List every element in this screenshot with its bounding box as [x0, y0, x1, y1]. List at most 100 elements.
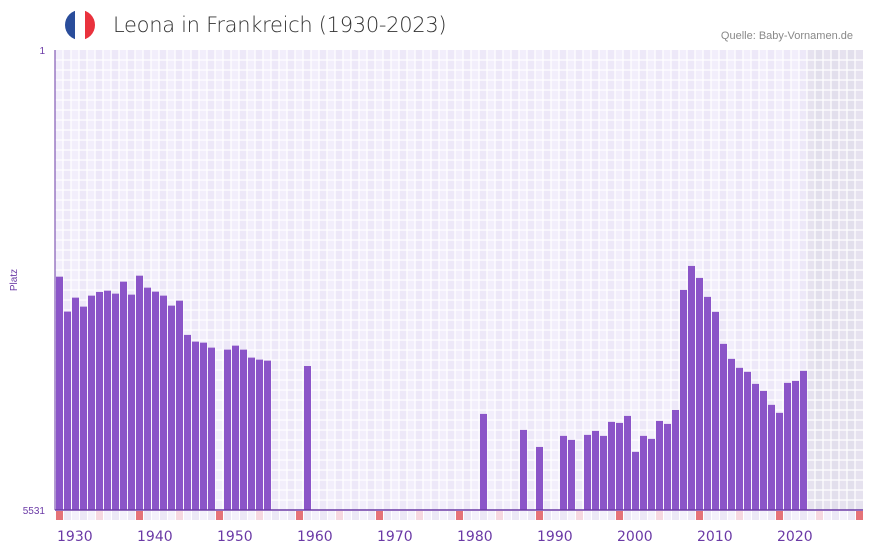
bar-2003: [640, 435, 647, 510]
bar-2016: [744, 371, 751, 510]
year-marker: [472, 511, 479, 520]
year-marker: [552, 511, 559, 520]
year-marker: [88, 511, 95, 520]
bar-2007: [672, 409, 679, 510]
bar-2011: [704, 296, 711, 510]
year-marker: [280, 511, 287, 520]
year-marker: [336, 511, 343, 520]
year-marker: [656, 511, 663, 520]
year-marker: [184, 511, 191, 520]
year-marker: [392, 511, 399, 520]
year-marker: [808, 511, 815, 520]
year-marker: [688, 511, 695, 520]
year-marker: [344, 511, 351, 520]
bar-1948: [200, 342, 207, 510]
year-marker: [496, 511, 503, 520]
year-marker: [416, 511, 423, 520]
bar-2023: [800, 370, 807, 510]
x-tick-label: 2000: [617, 529, 653, 545]
year-marker: [528, 511, 535, 520]
bar-2019: [768, 404, 775, 510]
year-marker: [64, 511, 71, 520]
year-marker: [400, 511, 407, 520]
year-marker: [288, 511, 295, 520]
bar-2014: [728, 358, 735, 510]
year-marker: [424, 511, 431, 520]
year-marker: [720, 511, 727, 520]
year-marker: [544, 511, 551, 520]
bar-2008: [680, 289, 687, 510]
year-marker: [168, 511, 175, 520]
year-marker: [352, 511, 359, 520]
year-marker: [128, 511, 135, 520]
year-marker: [536, 511, 543, 520]
year-marker: [72, 511, 79, 520]
year-marker: [840, 511, 847, 520]
year-marker: [368, 511, 375, 520]
year-marker: [376, 511, 383, 520]
y-tick-label: 1: [39, 46, 45, 57]
x-tick-label: 1960: [297, 529, 333, 545]
y-axis-label: Platz: [9, 269, 20, 291]
bar-1997: [592, 430, 599, 510]
year-marker: [504, 511, 511, 520]
bar-2020: [776, 412, 783, 510]
year-marker: [264, 511, 271, 520]
x-tick-label: 1950: [217, 529, 253, 545]
bar-1947: [192, 341, 199, 510]
year-marker: [112, 511, 119, 520]
bar-1983: [480, 413, 487, 510]
bar-1994: [568, 439, 575, 510]
year-marker: [208, 511, 215, 520]
bar-2021: [784, 382, 791, 510]
year-marker: [136, 511, 143, 520]
x-tick-label: 1970: [377, 529, 413, 545]
year-marker: [56, 511, 63, 520]
year-marker: [480, 511, 487, 520]
bar-1951: [224, 349, 231, 510]
year-marker: [256, 511, 263, 520]
year-marker: [584, 511, 591, 520]
year-marker: [320, 511, 327, 520]
year-marker: [272, 511, 279, 520]
chart-title: Leona in Frankreich (1930-2023): [113, 13, 447, 37]
year-marker: [632, 511, 639, 520]
year-marker: [664, 511, 671, 520]
year-marker: [80, 511, 87, 520]
bar-1945: [176, 300, 183, 510]
bar-1938: [120, 281, 127, 510]
year-marker: [464, 511, 471, 520]
bar-2012: [712, 311, 719, 510]
year-marker: [824, 511, 831, 520]
bar-1934: [88, 295, 95, 510]
bar-1932: [72, 297, 79, 510]
year-marker: [512, 511, 519, 520]
year-marker: [360, 511, 367, 520]
bar-1944: [168, 305, 175, 510]
year-marker: [680, 511, 687, 520]
bar-2018: [760, 390, 767, 510]
year-marker: [304, 511, 311, 520]
year-marker: [600, 511, 607, 520]
year-marker: [592, 511, 599, 520]
year-marker: [144, 511, 151, 520]
year-marker: [624, 511, 631, 520]
bar-2006: [664, 423, 671, 510]
year-marker: [832, 511, 839, 520]
year-marker: [616, 511, 623, 520]
year-marker: [296, 511, 303, 520]
year-marker: [728, 511, 735, 520]
year-marker: [224, 511, 231, 520]
year-marker: [160, 511, 167, 520]
year-marker: [216, 511, 223, 520]
bar-2002: [632, 451, 639, 510]
year-marker: [312, 511, 319, 520]
bar-1952: [232, 345, 239, 510]
year-marker: [152, 511, 159, 520]
year-marker: [800, 511, 807, 520]
x-tick-label: 1990: [537, 529, 573, 545]
year-marker: [856, 511, 863, 520]
bar-1936: [104, 290, 111, 510]
year-marker: [96, 511, 103, 520]
bar-1940: [136, 275, 143, 510]
